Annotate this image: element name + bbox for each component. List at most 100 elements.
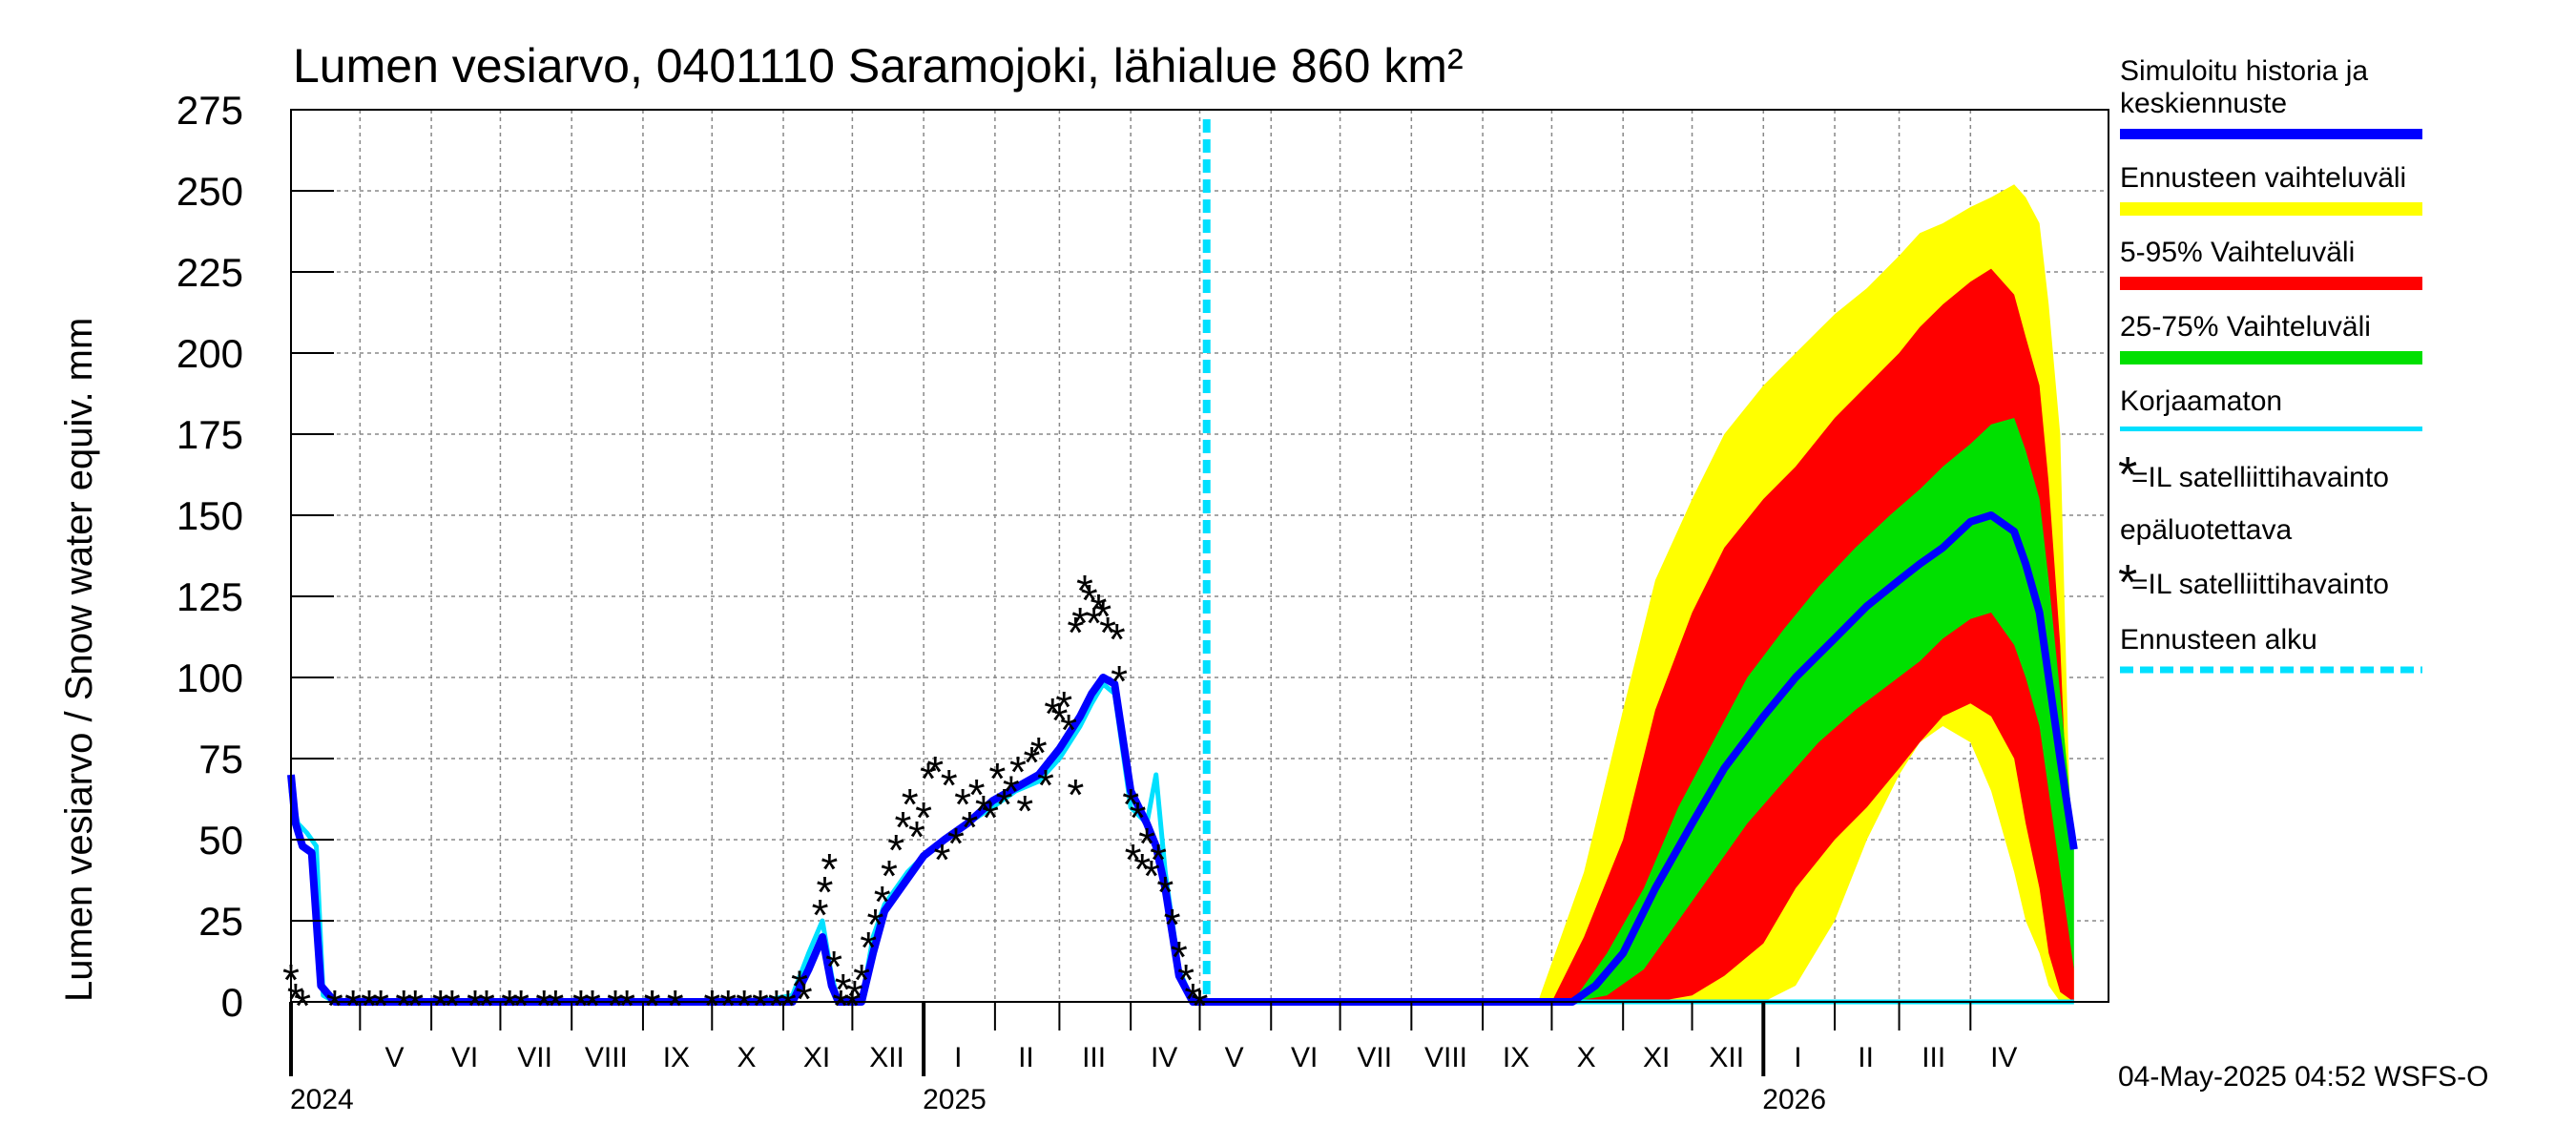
unreliable-observation-marker: * xyxy=(941,760,958,810)
legend-p5-95-label: 5-95% Vaihteluväli xyxy=(2120,237,2355,268)
y-tick-label: 125 xyxy=(177,574,243,619)
il-observation-marker: * xyxy=(1171,932,1188,982)
unreliable-observation-marker: * xyxy=(954,780,971,829)
il-observation-marker: * xyxy=(572,981,590,1030)
unreliable-observation-marker: * xyxy=(933,835,950,885)
legend-uncorrected-swatch xyxy=(2120,427,2422,431)
unreliable-observation-marker: * xyxy=(860,923,877,972)
unreliable-observation-marker: * xyxy=(947,819,965,868)
y-tick-label: 100 xyxy=(177,656,243,700)
il-observation-marker: * xyxy=(535,981,552,1030)
month-label: II xyxy=(1858,1042,1874,1073)
legend-simulated-swatch xyxy=(2120,129,2422,139)
unreliable-observation-marker: * xyxy=(975,786,992,836)
unreliable-observation-marker: * xyxy=(982,793,999,843)
y-tick-label: 275 xyxy=(177,88,243,133)
unreliable-observation-marker: * xyxy=(1067,608,1084,657)
il-observation-marker: * xyxy=(294,981,311,1030)
unreliable-observation-marker: * xyxy=(908,812,925,862)
legend-simulated-label-2: keskiennuste xyxy=(2120,88,2287,119)
unreliable-observation-marker: * xyxy=(816,867,833,917)
unreliable-observation-marker: * xyxy=(644,981,661,1030)
legend-p25-75-label: 25-75% Vaihteluväli xyxy=(2120,311,2371,343)
unreliable-observation-marker: * xyxy=(1076,566,1093,615)
y-axis-label: Lumen vesiarvo / Snow water equiv. mm xyxy=(58,318,100,1002)
il-observation-marker: * xyxy=(644,981,661,1030)
unreliable-observation-marker: * xyxy=(825,942,842,991)
unreliable-observation-marker: * xyxy=(1071,598,1089,648)
unreliable-observation-marker: * xyxy=(406,981,424,1030)
il-observation-marker: * xyxy=(752,981,769,1030)
il-observation-marker: * xyxy=(467,981,484,1030)
legend-simulated-label-1: Simuloitu historia ja xyxy=(2120,55,2368,87)
chart-title: Lumen vesiarvo, 0401110 Saramojoki, lähi… xyxy=(293,39,1464,93)
month-label: IV xyxy=(1151,1042,1177,1073)
il-observation-marker: * xyxy=(1109,614,1126,664)
unreliable-observation-marker: * xyxy=(791,962,808,1011)
legend: Simuloitu historia ja keskiennuste Ennus… xyxy=(2118,55,2422,674)
il-observation-marker: * xyxy=(395,981,412,1030)
month-label: III xyxy=(1082,1042,1106,1073)
unreliable-observation-marker: * xyxy=(512,981,530,1030)
observation-markers: * * * * * * * * * * * *****************************… xyxy=(282,566,1209,1030)
il-observation-marker: * xyxy=(361,981,378,1030)
y-axis-ticks: 0 25 50 75 100 125 150 175 200 225 250 275 xyxy=(177,88,334,1025)
month-label: II xyxy=(1018,1042,1034,1073)
month-label: XI xyxy=(1643,1042,1670,1073)
unreliable-observation-marker: * xyxy=(968,770,986,820)
unreliable-observation-marker: * xyxy=(1009,747,1027,797)
y-tick-label: 0 xyxy=(221,980,243,1025)
unreliable-observation-marker: * xyxy=(1003,767,1020,817)
unreliable-observation-marker: * xyxy=(1044,689,1061,739)
footer-timestamp: 04-May-2025 04:52 WSFS-O xyxy=(2118,1061,2489,1093)
il-observation-marker: * xyxy=(768,981,785,1030)
month-label: VI xyxy=(1291,1042,1318,1073)
unreliable-observation-marker: * xyxy=(1081,575,1098,625)
month-label: I xyxy=(1794,1042,1801,1073)
il-observation-marker: * xyxy=(1184,974,1201,1024)
unreliable-observation-marker: * xyxy=(478,981,495,1030)
month-label: XII xyxy=(869,1042,904,1073)
unreliable-observation-marker: * xyxy=(874,877,891,926)
unreliable-observation-marker: * xyxy=(1016,786,1033,836)
month-label: IX xyxy=(663,1042,690,1073)
unreliable-observation-marker: * xyxy=(1060,705,1077,755)
month-label: IV xyxy=(1990,1042,2017,1073)
month-label: I xyxy=(954,1042,962,1073)
year-label: 2024 xyxy=(290,1084,354,1115)
unreliable-observation-marker: * xyxy=(1094,592,1111,641)
band-p25_75 xyxy=(1572,418,2074,1002)
il-observation-marker: * xyxy=(1122,780,1139,829)
unreliable-observation-marker: * xyxy=(902,780,919,829)
unreliable-observation-marker: * xyxy=(1024,738,1041,787)
month-label: V xyxy=(385,1042,405,1073)
unreliable-observation-marker: * xyxy=(867,900,884,949)
forecast-bands xyxy=(1537,184,2074,1003)
month-label: X xyxy=(1577,1042,1596,1073)
il-observation-marker: * xyxy=(1067,770,1084,820)
unreliable-observation-marker: * xyxy=(881,851,898,901)
unreliable-observation-marker: * xyxy=(846,971,863,1021)
month-label: VII xyxy=(517,1042,552,1073)
unreliable-observation-marker: * xyxy=(915,793,932,843)
unreliable-observation-marker: * xyxy=(618,981,635,1030)
legend-unreliable-label: epäluotettava xyxy=(2120,514,2292,546)
il-observation-marker: * xyxy=(1129,793,1146,843)
month-label: VIII xyxy=(585,1042,628,1073)
month-label: VIII xyxy=(1424,1042,1467,1073)
il-observation-marker: * xyxy=(1164,900,1181,949)
il-observation-marker: * xyxy=(736,981,753,1030)
unreliable-observation-marker: * xyxy=(1050,696,1068,745)
unreliable-observation-marker: * xyxy=(988,754,1006,803)
y-tick-label: 225 xyxy=(177,250,243,295)
unreliable-observation-marker: * xyxy=(796,974,813,1024)
unreliable-observation-marker: * xyxy=(1090,585,1107,635)
il-observation-marker: * xyxy=(501,981,518,1030)
legend-p5-95-swatch xyxy=(2120,277,2422,290)
il-observation-marker: * xyxy=(326,981,343,1030)
month-label: IX xyxy=(1503,1042,1529,1073)
unreliable-observation-marker: * xyxy=(812,890,829,940)
unreliable-observation-marker: * xyxy=(1030,728,1048,778)
legend-forecast-start-label: Ennusteen alku xyxy=(2120,624,2317,656)
